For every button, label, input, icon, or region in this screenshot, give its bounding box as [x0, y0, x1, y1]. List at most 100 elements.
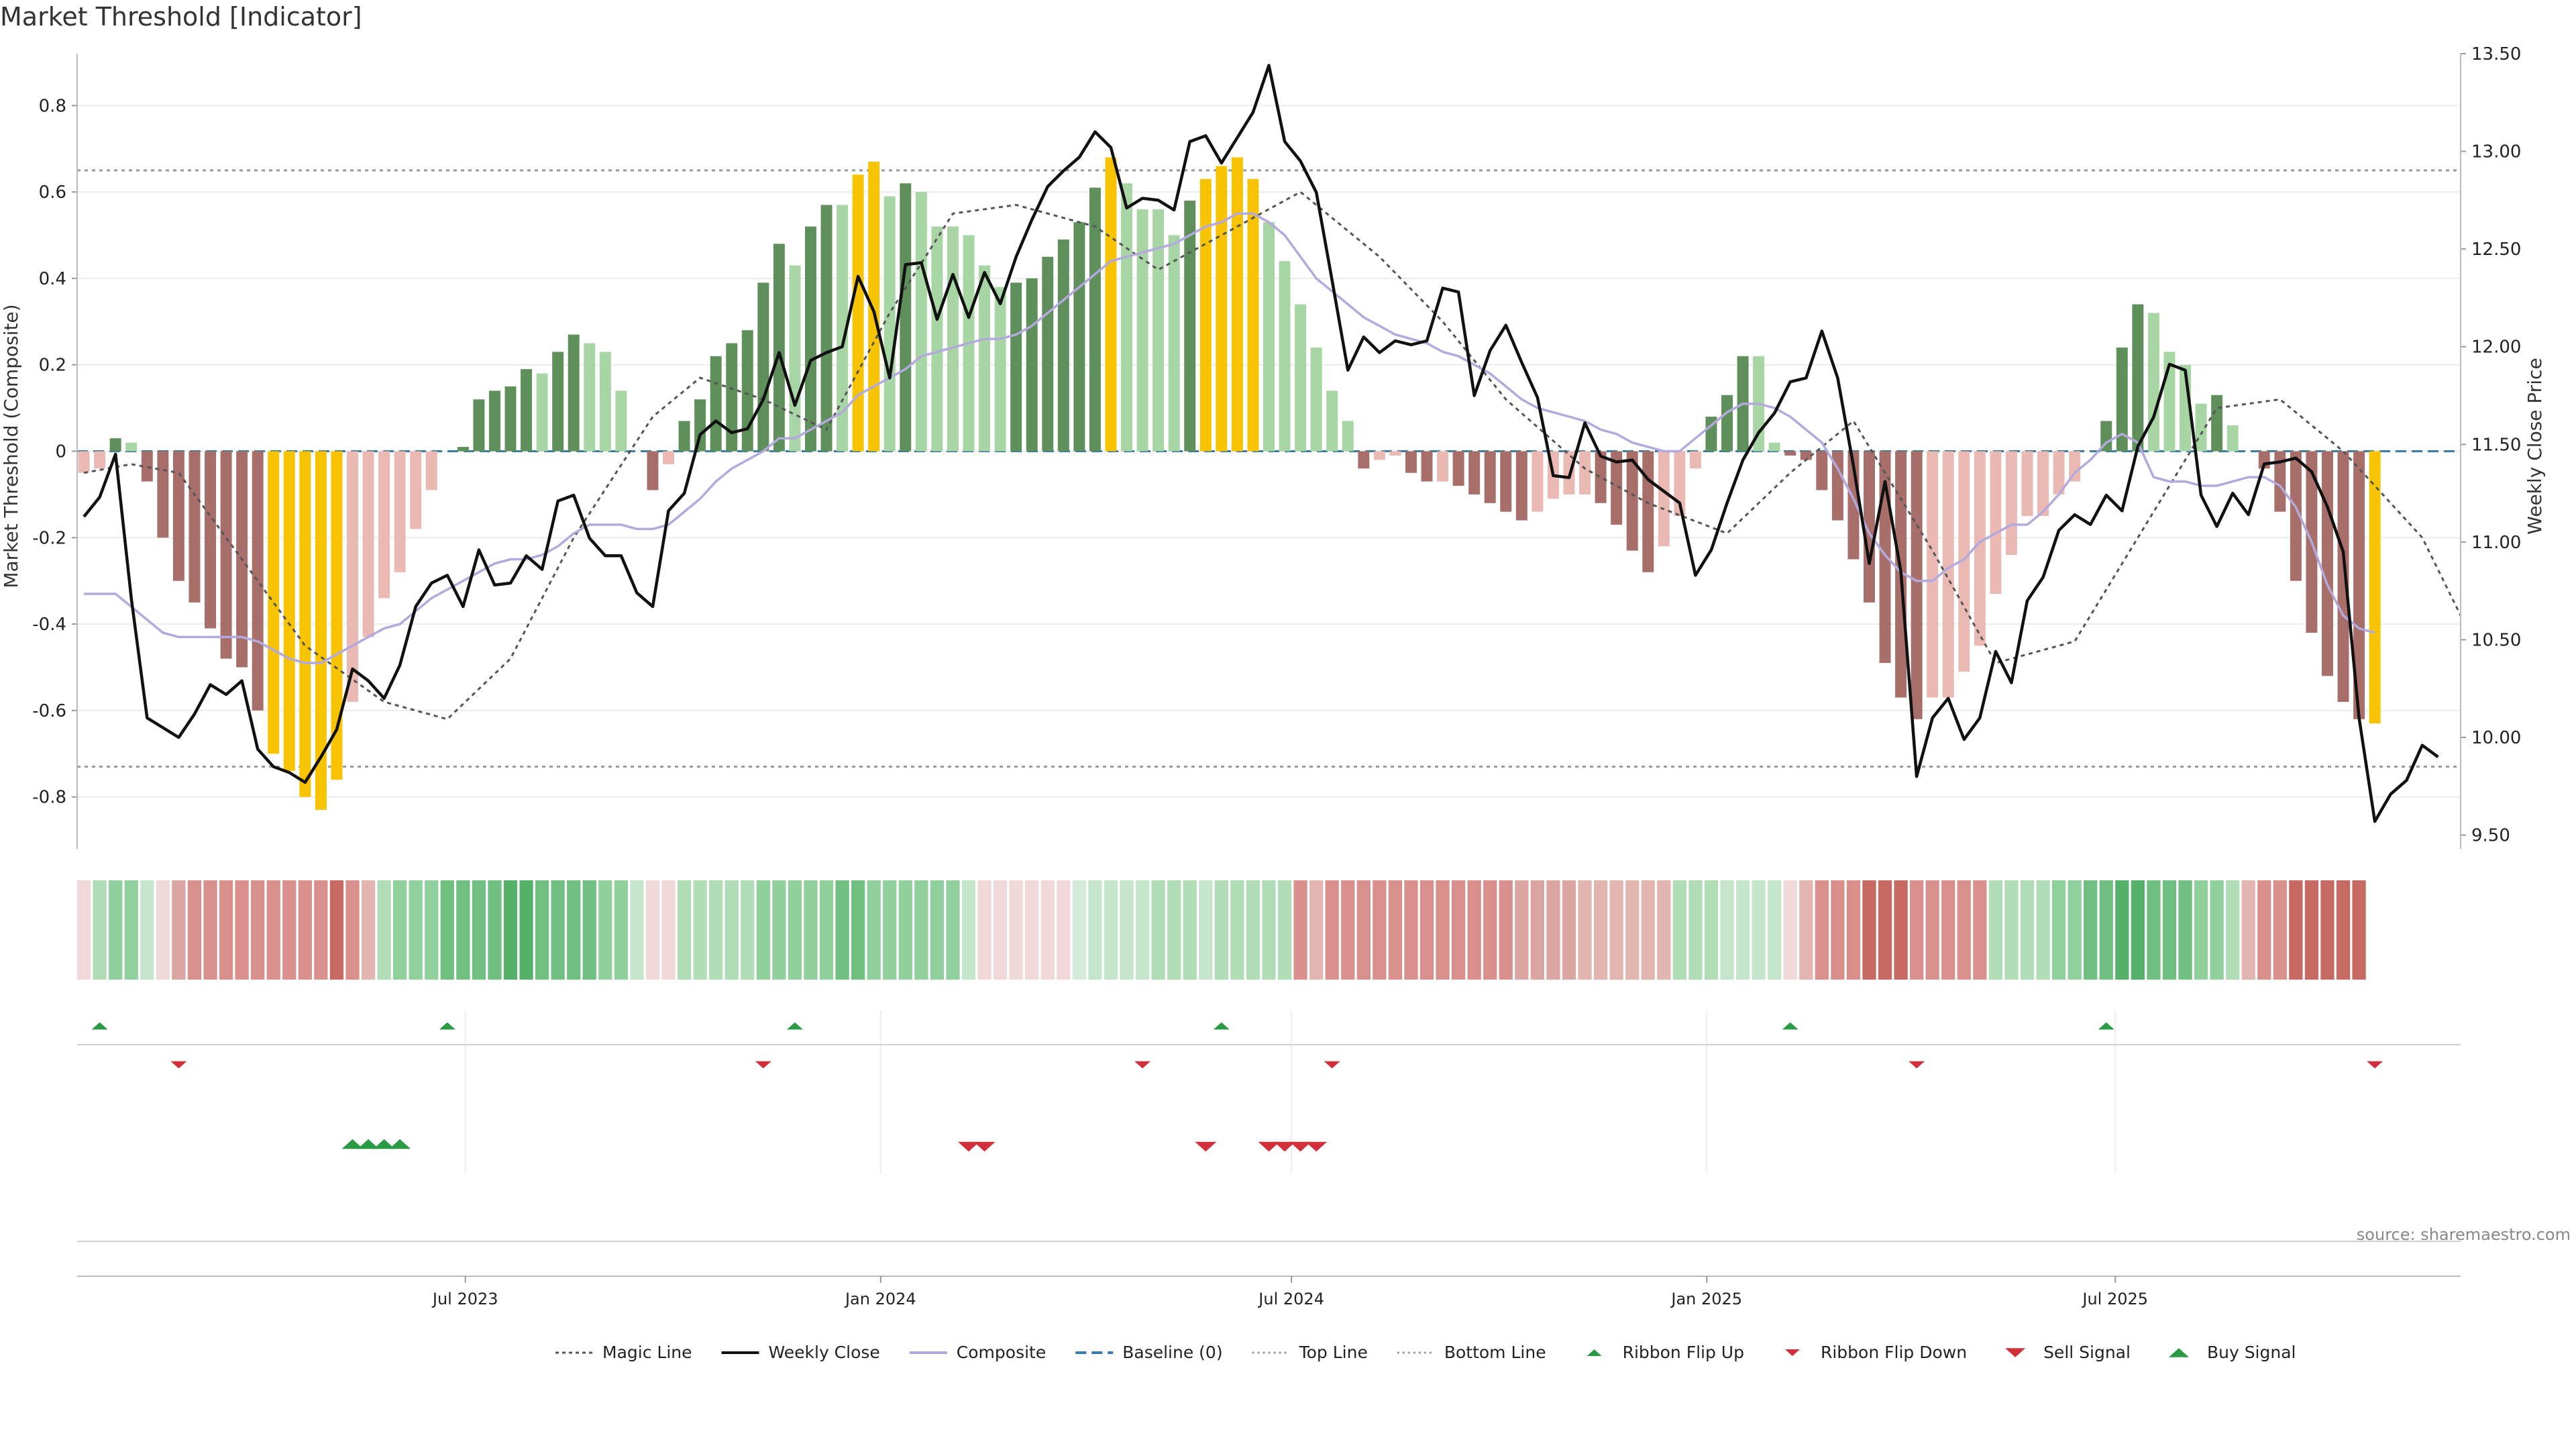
- composite-bar: [1342, 421, 1354, 452]
- ribbon-cell: [1467, 880, 1481, 980]
- composite-bar: [1042, 256, 1054, 452]
- ribbon-cell: [741, 880, 755, 980]
- composite-bar: [1468, 451, 1481, 495]
- ribbon-cell: [1419, 880, 1434, 980]
- ribbon-cell: [993, 880, 1008, 980]
- composite-bar: [172, 451, 184, 581]
- composite-bar: [2053, 451, 2065, 495]
- ribbon-cell: [914, 880, 928, 980]
- composite-bar: [568, 334, 580, 452]
- composite-bar: [347, 451, 358, 703]
- composite-bar: [1389, 451, 1401, 456]
- ribbon-cell: [251, 880, 265, 980]
- ribbon-cell: [1672, 880, 1686, 980]
- composite-bar: [1184, 200, 1196, 452]
- composite-bar: [473, 399, 485, 452]
- left-tick-label: 0.8: [39, 96, 66, 116]
- ribbon-cell: [2226, 880, 2240, 980]
- ribbon-flip-up-marker: [91, 1022, 108, 1030]
- ribbon-cell: [172, 880, 186, 980]
- composite-bar: [900, 183, 912, 452]
- composite-bar: [1247, 178, 1259, 452]
- ribbon-cell: [1831, 880, 1845, 980]
- ribbon-cell: [1499, 880, 1513, 980]
- legend-label: Buy Signal: [2207, 1343, 2296, 1362]
- ribbon-cell: [1183, 880, 1197, 980]
- ribbon-cell: [946, 880, 960, 980]
- composite-bar: [1373, 451, 1385, 460]
- composite-bar: [1611, 451, 1623, 525]
- composite-bars: [78, 157, 2381, 811]
- ribbon-cell: [109, 880, 123, 980]
- legend-item: Top Line: [1252, 1343, 1368, 1362]
- composite-bar: [2211, 395, 2223, 452]
- composite-bar: [378, 451, 390, 599]
- composite-bar: [773, 244, 785, 452]
- ribbon-cell: [1293, 880, 1307, 980]
- ribbon-cell: [2115, 880, 2129, 980]
- ribbon-cell: [393, 880, 407, 980]
- composite-bar: [552, 352, 564, 452]
- ribbon-cell: [1246, 880, 1260, 980]
- ribbon-cell: [1925, 880, 1939, 980]
- composite-bar: [1705, 416, 1717, 452]
- ribbon-cell: [298, 880, 312, 980]
- composite-bar: [205, 451, 216, 629]
- ribbon-cell: [456, 880, 470, 980]
- composite-bar: [726, 343, 738, 452]
- right-tick-label: 9.50: [2471, 826, 2510, 846]
- ribbon-flip-down-marker: [1324, 1061, 1340, 1069]
- ribbon-cell: [93, 880, 107, 980]
- ribbon-cell: [1704, 880, 1719, 980]
- buy-signal-marker: [389, 1139, 411, 1149]
- composite-bar: [1216, 166, 1228, 452]
- ribbon-cell: [2257, 880, 2271, 980]
- ribbon-cell: [314, 880, 328, 980]
- ribbon-cell: [1483, 880, 1497, 980]
- ribbon-cell: [76, 880, 91, 980]
- ribbon-cell: [1167, 880, 1181, 980]
- ribbon-cell: [503, 880, 518, 980]
- legend-swatch: [1587, 1349, 1602, 1356]
- ribbon-cell: [1862, 880, 1876, 980]
- composite-bar: [2132, 304, 2144, 452]
- composite-bar: [2116, 347, 2128, 452]
- legend-item: Composite: [909, 1343, 1046, 1362]
- ribbon-cell: [1040, 880, 1055, 980]
- ribbon-cell: [1609, 880, 1623, 980]
- composite-bar: [268, 451, 280, 754]
- composite-bar: [820, 205, 833, 452]
- ribbon-cell: [377, 880, 391, 980]
- composite-bar: [1515, 451, 1527, 521]
- composite-bar: [947, 226, 959, 452]
- ribbon-cell: [1356, 880, 1371, 980]
- ribbon-cell: [1562, 880, 1576, 980]
- composite-bar: [1942, 451, 1954, 698]
- composite-bar: [521, 369, 533, 452]
- y2-axis-label: Weekly Close Price: [2524, 358, 2546, 534]
- composite-bar: [189, 451, 201, 603]
- left-tick-label: -0.8: [32, 788, 66, 808]
- ribbon-cell: [1230, 880, 1244, 980]
- composite-bar: [1310, 347, 1322, 452]
- composite-bar: [220, 451, 232, 659]
- ribbon-cell: [1373, 880, 1387, 980]
- composite-bar: [125, 442, 138, 452]
- ribbon-strip: [76, 880, 2366, 980]
- ribbon-flip-down-marker: [1134, 1061, 1151, 1069]
- composite-bar: [647, 451, 659, 490]
- ribbon-cell: [898, 880, 912, 980]
- ribbon-cell: [645, 880, 660, 980]
- legend-label: Composite: [957, 1343, 1046, 1362]
- composite-bar: [488, 391, 500, 452]
- composite-bar: [994, 287, 1006, 452]
- magic-line: [83, 191, 2462, 721]
- ribbon-cell: [1894, 880, 1908, 980]
- ribbon-cell: [472, 880, 486, 980]
- sell-signal-marker: [1195, 1141, 1217, 1152]
- ribbon-cell: [345, 880, 360, 980]
- ribbon-cell: [1214, 880, 1228, 980]
- ribbon-cell: [2162, 880, 2177, 980]
- ribbon-cell: [440, 880, 454, 980]
